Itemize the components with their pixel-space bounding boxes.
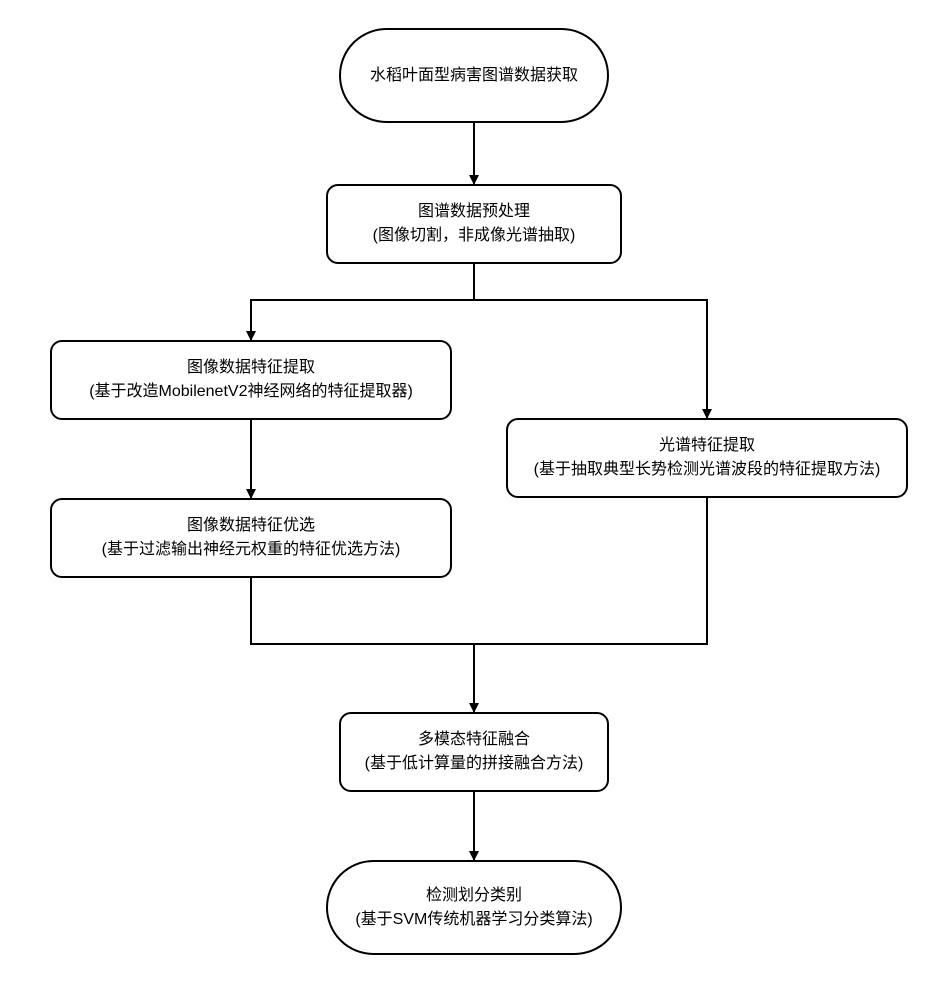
edge-n2-n4 bbox=[474, 264, 707, 418]
flowchart-node-n1: 水稻叶面型病害图谱数据获取 bbox=[339, 28, 609, 123]
node-n1-line-0: 水稻叶面型病害图谱数据获取 bbox=[370, 64, 578, 88]
node-n7-line-1: (基于SVM传统机器学习分类算法) bbox=[355, 908, 592, 932]
node-n7-line-0: 检测划分类别 bbox=[426, 884, 522, 908]
flowchart-node-n6: 多模态特征融合(基于低计算量的拼接融合方法) bbox=[339, 712, 609, 792]
node-n2-line-0: 图谱数据预处理 bbox=[418, 200, 530, 224]
node-n4-line-1: (基于抽取典型长势检测光谱波段的特征提取方法) bbox=[534, 458, 881, 482]
flowchart-node-n3: 图像数据特征提取(基于改造MobilenetV2神经网络的特征提取器) bbox=[50, 340, 452, 420]
node-n5-line-1: (基于过滤输出神经元权重的特征优选方法) bbox=[102, 538, 401, 562]
edge-n2-n3 bbox=[251, 264, 474, 340]
flowchart-node-n4: 光谱特征提取(基于抽取典型长势检测光谱波段的特征提取方法) bbox=[506, 418, 908, 498]
node-n6-line-1: (基于低计算量的拼接融合方法) bbox=[365, 752, 584, 776]
edge-n4-n6 bbox=[474, 498, 707, 712]
node-n4-line-0: 光谱特征提取 bbox=[659, 434, 755, 458]
node-n3-line-0: 图像数据特征提取 bbox=[187, 356, 315, 380]
node-n2-line-1: (图像切割，非成像光谱抽取) bbox=[373, 224, 576, 248]
flowchart-node-n2: 图谱数据预处理(图像切割，非成像光谱抽取) bbox=[326, 184, 622, 264]
flowchart-node-n5: 图像数据特征优选(基于过滤输出神经元权重的特征优选方法) bbox=[50, 498, 452, 578]
node-n3-line-1: (基于改造MobilenetV2神经网络的特征提取器) bbox=[89, 380, 413, 404]
node-n5-line-0: 图像数据特征优选 bbox=[187, 514, 315, 538]
edge-n5-n6 bbox=[251, 578, 474, 712]
node-n6-line-0: 多模态特征融合 bbox=[418, 728, 530, 752]
flowchart-node-n7: 检测划分类别(基于SVM传统机器学习分类算法) bbox=[326, 860, 622, 955]
